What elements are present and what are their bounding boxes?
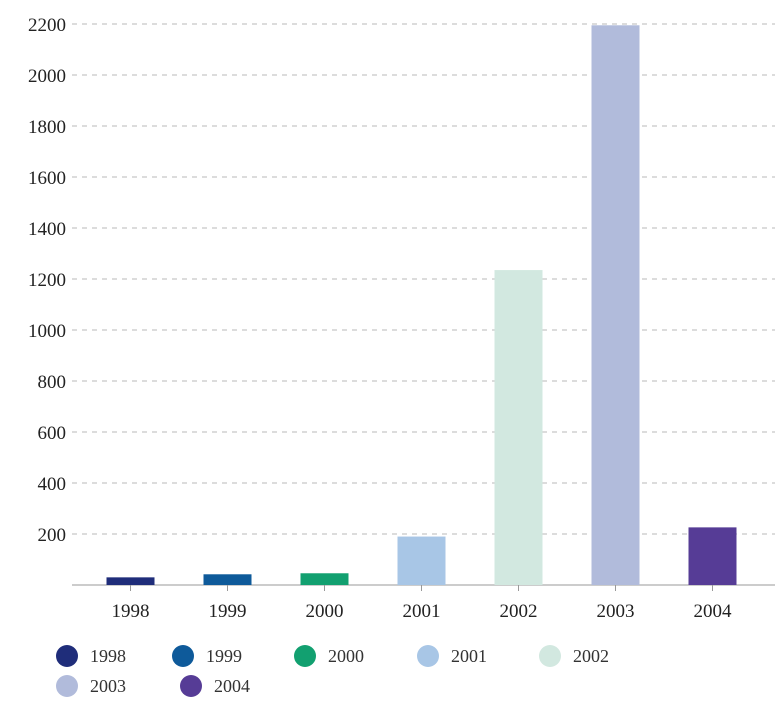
- legend-label: 1998: [90, 645, 126, 666]
- legend-label: 2001: [451, 645, 487, 666]
- x-tick-label: 2000: [306, 601, 344, 622]
- y-tick-label: 1400: [28, 219, 66, 240]
- x-tick-label: 2002: [500, 601, 538, 622]
- bar-chart: 200 400 600 800 1000 1200 1400 1600 1800 2000 2200…: [28, 15, 775, 622]
- y-tick-label: 200: [38, 525, 67, 546]
- legend-item-2002[interactable]: 2002: [539, 644, 650, 668]
- x-tick-label: 1998: [112, 601, 150, 622]
- y-tick-label: 1600: [28, 168, 66, 189]
- legend-label: 1999: [206, 645, 242, 666]
- x-tick-label: 2004: [694, 601, 733, 622]
- y-tick-label: 600: [38, 423, 67, 444]
- y-tick-label: 400: [38, 474, 67, 495]
- legend-swatch-icon: [180, 675, 202, 697]
- legend-item-2000[interactable]: 2000: [294, 644, 413, 668]
- y-tick-label: 2000: [28, 66, 66, 87]
- legend-swatch-icon: [294, 645, 316, 667]
- legend-item-2001[interactable]: 2001: [417, 644, 535, 668]
- bar-2000: [300, 573, 349, 585]
- legend-swatch-icon: [172, 645, 194, 667]
- y-tick-label: 1800: [28, 117, 66, 138]
- legend-swatch-icon: [56, 675, 78, 697]
- legend-swatch-icon: [56, 645, 78, 667]
- bar-2002: [494, 270, 543, 585]
- legend-label: 2002: [573, 645, 609, 666]
- legend-item-2003[interactable]: 2003: [56, 674, 176, 698]
- legend-item-1999[interactable]: 1999: [172, 644, 290, 668]
- y-tick-label: 1200: [28, 270, 66, 291]
- bar-1999: [203, 574, 252, 585]
- bar-2004: [688, 527, 737, 585]
- x-tick-label: 1999: [209, 601, 247, 622]
- x-tick-label: 2003: [597, 601, 635, 622]
- legend-swatch-icon: [539, 645, 561, 667]
- legend-item-1998[interactable]: 1998: [56, 644, 168, 668]
- y-tick-label: 2200: [28, 15, 66, 36]
- bar-1998: [106, 577, 155, 585]
- x-tick-label: 2001: [403, 601, 441, 622]
- bar-2001: [397, 536, 446, 585]
- bar-2003: [591, 25, 640, 585]
- legend-label: 2000: [328, 645, 364, 666]
- legend-item-2004[interactable]: 2004: [180, 674, 280, 698]
- legend-label: 2003: [90, 675, 126, 696]
- y-tick-label: 800: [38, 372, 67, 393]
- legend-swatch-icon: [417, 645, 439, 667]
- legend: 1998 1999 2000 2001 2002 2003 2004: [56, 644, 766, 698]
- y-tick-label: 1000: [28, 321, 66, 342]
- legend-label: 2004: [214, 675, 250, 696]
